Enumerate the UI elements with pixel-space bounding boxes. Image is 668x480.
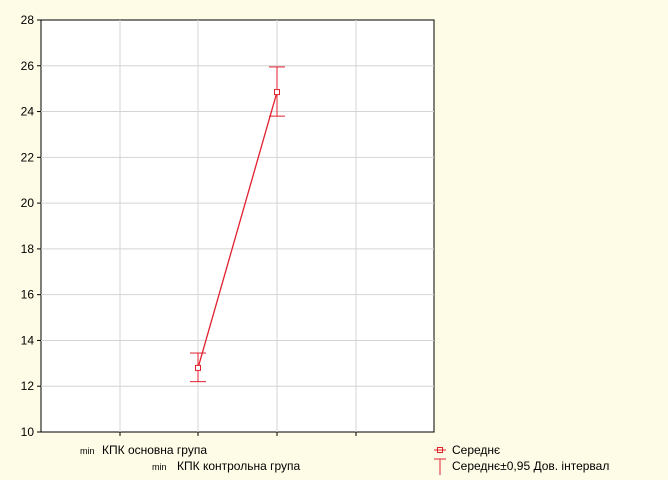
y-tick-label: 20 bbox=[21, 196, 35, 210]
y-tick-label: 18 bbox=[21, 242, 35, 256]
series-layer bbox=[190, 66, 285, 383]
y-tick-label: 24 bbox=[21, 105, 35, 119]
y-tick-label: 10 bbox=[21, 425, 35, 439]
axes: 10 12 14 16 18 20 22 24 26 28 bbox=[21, 13, 357, 439]
category-prefix: min bbox=[152, 462, 167, 472]
legend-mean-label: Середнє bbox=[452, 443, 500, 457]
mean-point bbox=[274, 89, 280, 96]
series-line bbox=[197, 91, 278, 369]
legend: Середнє Середнє±0,95 Дов. інтервал bbox=[434, 443, 609, 475]
y-tick-label: 12 bbox=[21, 379, 35, 393]
mean-point bbox=[195, 364, 201, 371]
y-tick-label: 16 bbox=[21, 288, 35, 302]
y-tick-label: 28 bbox=[21, 13, 35, 27]
category-label: КПК контрольна група bbox=[177, 459, 301, 473]
category-prefix: min bbox=[80, 446, 95, 456]
legend-ci-label: Середнє±0,95 Дов. інтервал bbox=[452, 459, 609, 473]
y-tick-label: 26 bbox=[21, 59, 35, 73]
plot-area bbox=[40, 19, 435, 433]
category-label: КПК основна група bbox=[102, 443, 207, 457]
y-tick-label: 22 bbox=[21, 150, 35, 164]
y-tick-label: 14 bbox=[21, 333, 35, 347]
legend-mean-marker bbox=[437, 447, 443, 453]
category-labels: min КПК основна група min КПК контрольна гр… bbox=[80, 443, 301, 473]
